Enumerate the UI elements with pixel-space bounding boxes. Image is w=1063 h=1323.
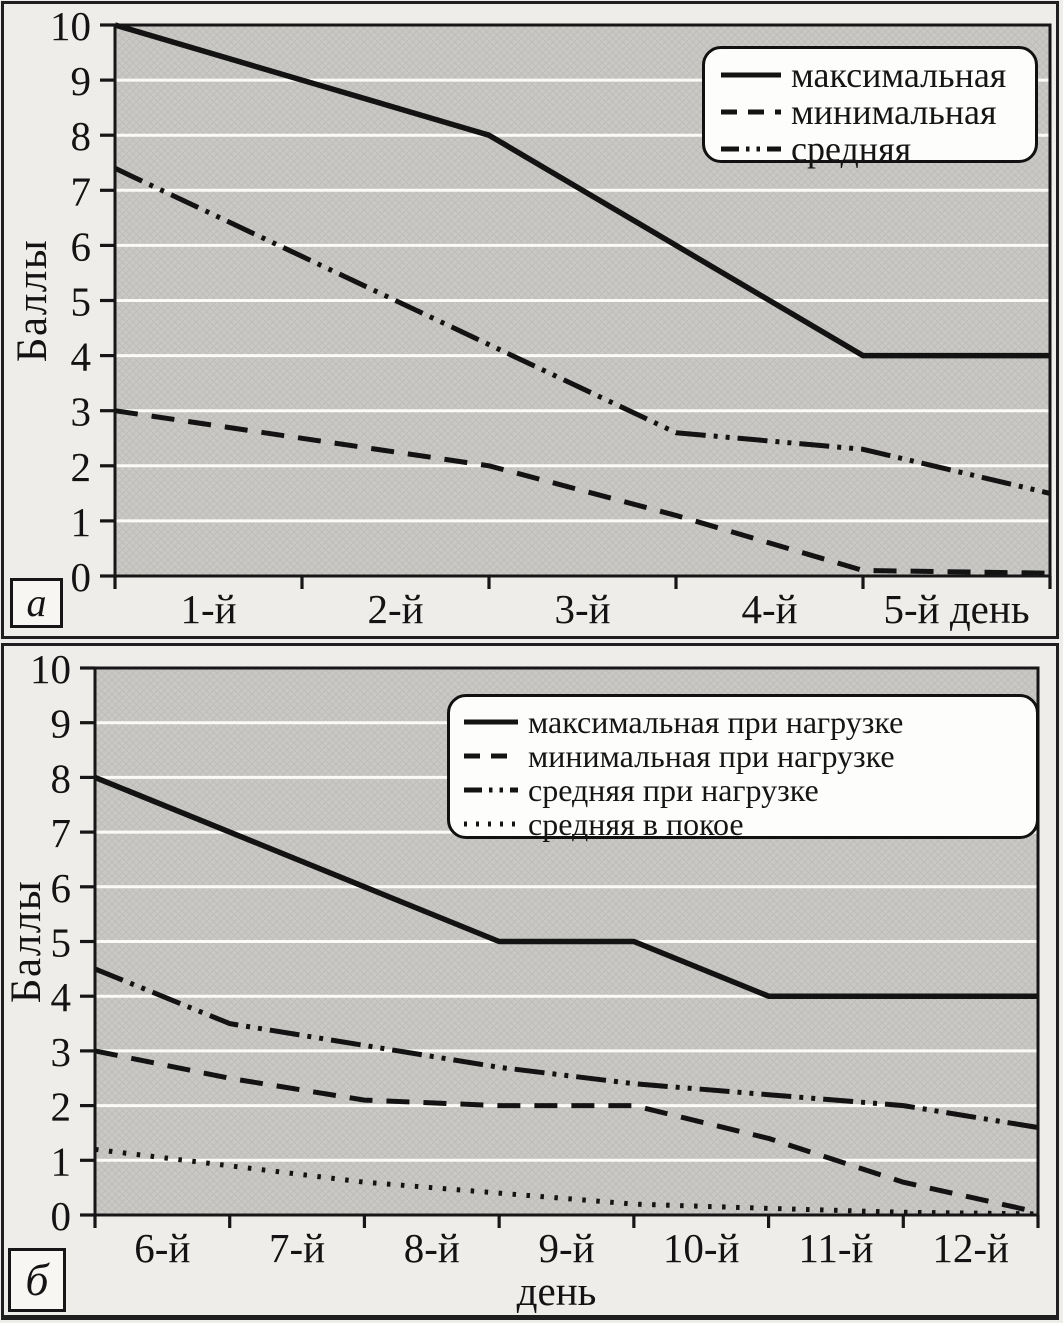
legend-item: средняя при нагрузке [462,771,1036,808]
y-tick-label: 1 [71,499,92,545]
y-tick-label: 1 [51,1138,72,1184]
x-tick-label: 3-й [554,586,610,632]
y-tick-label: 8 [71,113,92,159]
y-tick-label: 5 [51,920,72,966]
x-tick-label: 9-й [538,1225,594,1271]
y-tick-label: 2 [71,444,92,490]
series-line-dashed [114,408,1051,576]
x-tick-label: 1-й [180,586,236,632]
legend-label: средняя [791,128,912,169]
legend-line-sample-dashed [721,109,781,114]
y-tick-label: 2 [51,1084,72,1130]
y-tick-label: 0 [51,1193,72,1239]
x-tick-label: 10-й [663,1225,740,1271]
chart-a-legend: максимальная минимальная средняя [702,46,1038,169]
x-tick-label: 5-й день [883,586,1029,632]
series-line-solid [114,22,1050,359]
legend-label: средняя при нагрузке [528,771,819,808]
y-tick-label: 7 [51,810,72,856]
y-tick-label: 3 [51,1029,72,1075]
legend-line-sample-solid [721,72,781,77]
legend-line-sample-dash-dot-dot [464,787,518,793]
y-axis-title: Баллы [9,239,56,362]
y-axis-title: Баллы [3,880,50,1003]
series-line-dash-dot-dot [94,966,1039,1130]
legend-label: средняя в покое [528,805,744,842]
y-tick-label: 0 [71,554,92,600]
x-tick-label: 12-й [932,1225,1009,1271]
legend-label: максимальная при нагрузке [528,703,904,740]
y-tick-label: 4 [51,974,72,1020]
y-tick-label: 6 [51,865,72,911]
y-tick-label: 8 [51,755,72,801]
legend-item: средняя [719,128,1035,169]
y-tick-label: 9 [71,58,92,104]
x-tick-label: 6-й [134,1225,190,1271]
legend-label: минимальная [791,91,997,132]
legend-item: максимальная [719,54,1035,95]
panel-a-label-box: а [10,578,63,628]
y-tick-label: 9 [51,701,72,747]
x-tick-label: 11-й [798,1225,873,1271]
y-tick-label: 3 [71,389,92,435]
y-tick-label: 10 [50,3,91,49]
chart-b-legend: максимальная при нагрузке минимальная при… [447,694,1039,842]
x-tick-label: 7-й [269,1225,325,1271]
legend-line-sample-solid [464,719,518,725]
x-axis-title: день [517,1268,597,1314]
panel-b-label-box: б [8,1248,66,1312]
legend-label: минимальная при нагрузке [528,737,895,774]
legend-item: средняя в покое [462,805,1036,842]
legend-item: минимальная при нагрузке [462,737,1036,774]
panel-a-label: а [26,580,47,625]
legend-line-sample-dotted [464,821,518,827]
y-tick-label: 5 [71,279,92,325]
legend-line-sample-dash-dot-dot [721,146,781,151]
y-tick-label: 6 [71,223,92,269]
x-tick-label: 4-й [741,586,797,632]
x-tick-label: 2-й [367,586,423,632]
legend-line-sample-dashed [464,753,518,759]
x-tick-label: 8-й [404,1225,460,1271]
series-line-dashed [94,1048,1039,1215]
y-tick-label: 4 [71,334,92,380]
series-line-solid [93,774,1038,999]
y-tick-label: 10 [30,646,71,692]
y-tick-label: 7 [71,168,92,214]
legend-label: максимальная [791,54,1007,95]
legend-item: максимальная при нагрузке [462,703,1036,740]
panel-b-label: б [25,1254,49,1305]
legend-item: минимальная [719,91,1035,132]
series-line-dash-dot-dot [113,166,1051,496]
